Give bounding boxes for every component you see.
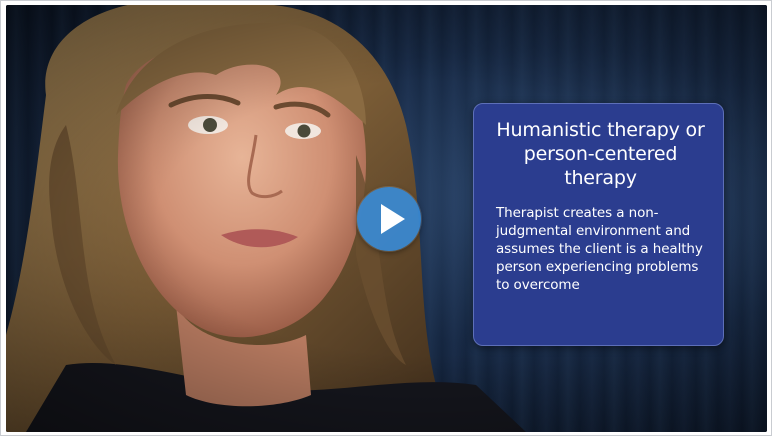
info-panel-title: Humanistic therapy or person-centered th… xyxy=(496,119,705,189)
speaker-video-frame xyxy=(6,5,526,432)
info-panel-body: Therapist creates a non-judgmental envir… xyxy=(496,205,703,293)
play-icon xyxy=(381,204,405,234)
video-player[interactable]: Humanistic therapy or person-centered th… xyxy=(6,5,767,432)
play-button[interactable] xyxy=(357,187,421,251)
info-panel: Humanistic therapy or person-centered th… xyxy=(473,103,724,346)
